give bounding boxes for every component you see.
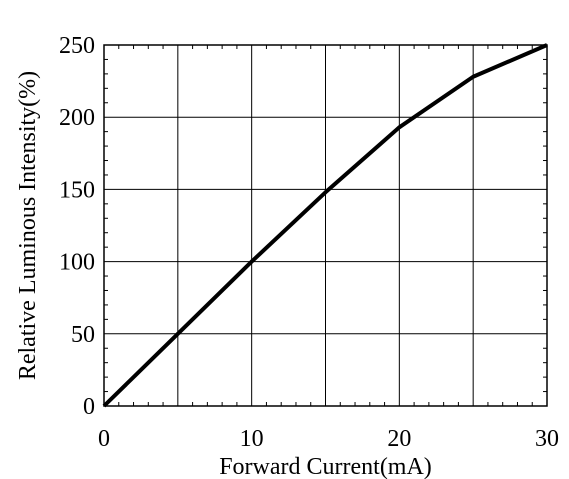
plot-frame — [103, 44, 548, 407]
y-tick-label: 50 — [71, 322, 95, 348]
y-tick-label: 200 — [59, 105, 95, 131]
x-tick-label: 30 — [535, 426, 559, 452]
x-tick-label: 20 — [387, 426, 411, 452]
y-tick-label: 150 — [59, 177, 95, 203]
y-tick-label: 100 — [59, 250, 95, 276]
grid-lines — [104, 45, 547, 406]
y-tick-label: 250 — [59, 33, 95, 59]
y-tick-label: 0 — [83, 394, 95, 420]
x-tick-label: 10 — [240, 426, 264, 452]
y-tick-labels: 0 50 100 150 200 250 — [59, 33, 95, 420]
x-axis-label: Forward Current(mA) — [219, 454, 432, 479]
x-tick-labels: 0 10 20 30 — [98, 426, 559, 452]
y-axis-label: Relative Luminous Intensity(%) — [15, 71, 41, 380]
x-tick-label: 0 — [98, 426, 110, 452]
series-line — [102, 43, 548, 408]
series-group — [102, 43, 548, 408]
